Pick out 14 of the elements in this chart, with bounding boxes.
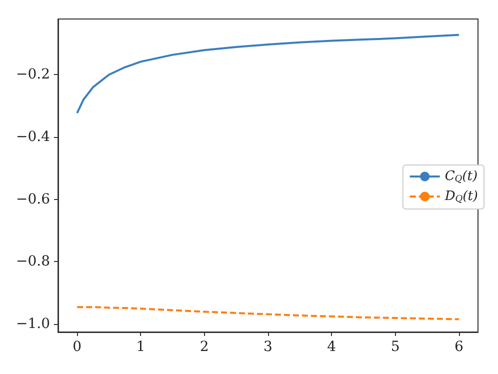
y-tick-label: −0.8 bbox=[16, 254, 50, 270]
x-tick-label: 1 bbox=[136, 339, 146, 355]
x-tick-label: 6 bbox=[454, 339, 464, 355]
y-tick-label: −0.4 bbox=[16, 129, 50, 146]
line-series bbox=[76, 34, 460, 114]
x-tick-label: 4 bbox=[327, 339, 336, 355]
x-tick-label: 3 bbox=[264, 339, 272, 355]
line-series bbox=[76, 306, 460, 320]
x-tick-label: 2 bbox=[200, 339, 209, 355]
x-tick-label: 5 bbox=[390, 339, 400, 355]
y-tick-label: −1.0 bbox=[16, 316, 50, 332]
y-tick-label: −0.2 bbox=[16, 66, 50, 83]
x-tick-label: 0 bbox=[72, 339, 82, 355]
y-tick-label: −0.6 bbox=[16, 191, 50, 208]
